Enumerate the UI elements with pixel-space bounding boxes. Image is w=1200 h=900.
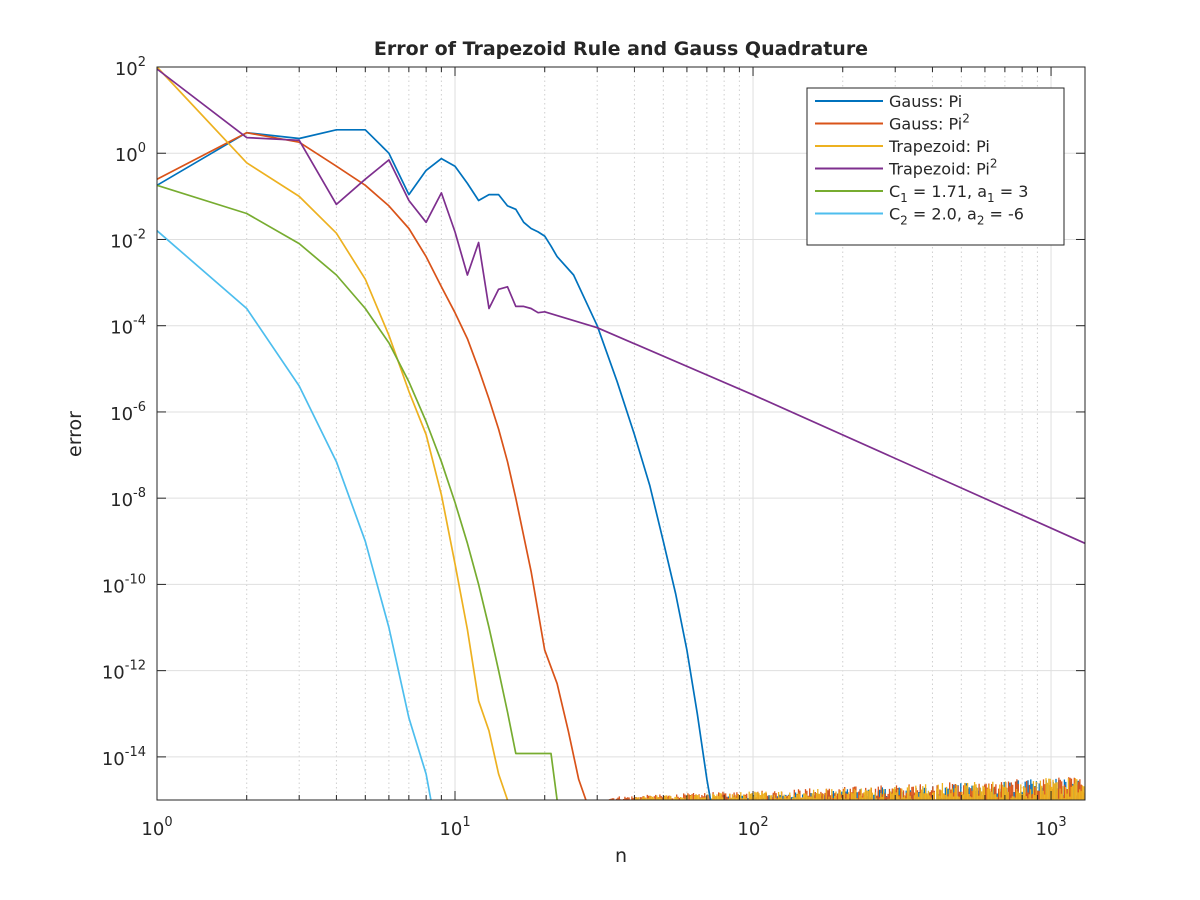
y-tick-label: 10-6 bbox=[110, 400, 146, 425]
x-axis-label: n bbox=[615, 845, 627, 867]
y-tick-label: 10-2 bbox=[110, 227, 146, 252]
data-series bbox=[156, 66, 1086, 801]
y-tick-label: 10-12 bbox=[102, 659, 146, 684]
y-tick-label: 102 bbox=[115, 55, 146, 80]
axis-ticks bbox=[156, 66, 1085, 800]
y-tick-label: 100 bbox=[115, 141, 146, 166]
y-tick-label: 10-4 bbox=[110, 314, 146, 339]
series-line bbox=[156, 66, 509, 801]
x-tick-labels: 100 101 102 103 bbox=[141, 815, 1066, 840]
legend-box bbox=[806, 87, 1065, 246]
series-line bbox=[156, 128, 712, 801]
chart-title: Error of Trapezoid Rule and Gauss Quadra… bbox=[374, 38, 868, 60]
series-line bbox=[156, 68, 1086, 545]
series-line bbox=[156, 230, 432, 801]
x-tick-label: 103 bbox=[1035, 815, 1066, 840]
legend-entry: C1 = 1.71, a1 = 3 bbox=[889, 182, 1028, 205]
plot-frame bbox=[156, 66, 1086, 801]
x-tick-label: 102 bbox=[737, 815, 768, 840]
y-tick-label: 10-14 bbox=[102, 745, 146, 770]
y-tick-label: 10-8 bbox=[110, 486, 146, 511]
y-tick-label: 10-10 bbox=[102, 572, 146, 597]
x-tick-label: 101 bbox=[439, 815, 470, 840]
legend-entry: Trapezoid: Pi2 bbox=[888, 157, 997, 179]
y-axis-label: error bbox=[64, 411, 86, 457]
y-tick-labels: 102 100 10-2 10-4 10-6 10-8 10-10 10-12 10-14 bbox=[102, 55, 146, 770]
legend-entry: Trapezoid: Pi bbox=[888, 137, 990, 156]
x-tick-label: 100 bbox=[141, 815, 172, 840]
legend-entry: Gauss: Pi2 bbox=[889, 112, 970, 134]
series-line bbox=[156, 184, 558, 801]
series-line bbox=[156, 131, 587, 801]
legend-entry: Gauss: Pi bbox=[889, 92, 962, 111]
legend-entry: C2 = 2.0, a2 = -6 bbox=[889, 205, 1024, 228]
